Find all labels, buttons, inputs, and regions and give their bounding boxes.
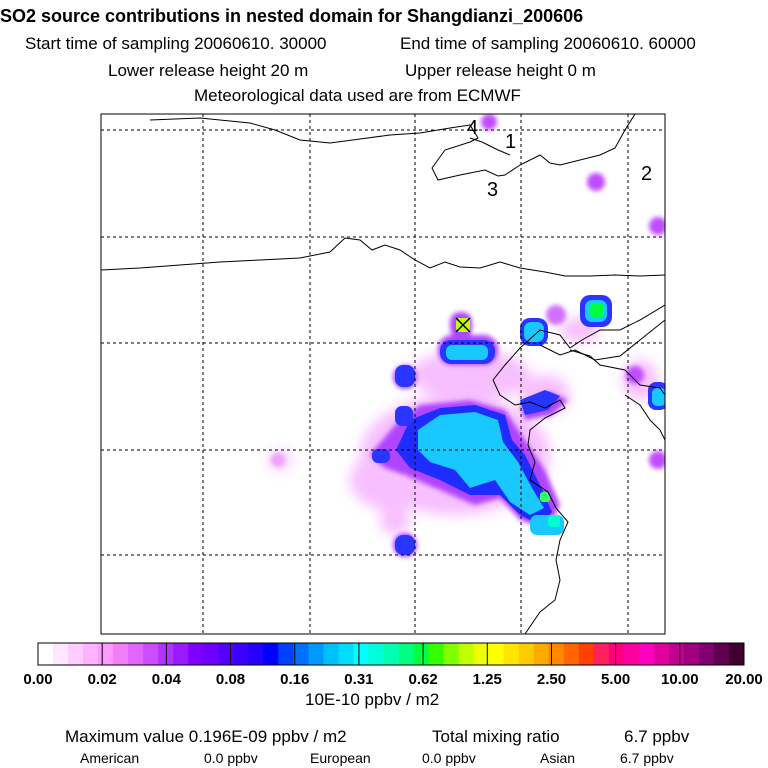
lat-lon-grid [101,114,665,634]
american-label: American [80,750,140,766]
colorbar-segment [458,643,475,665]
colorbar-segment [473,643,490,665]
colorbar-segment [143,643,159,665]
colorbar-tick-label: 0.16 [280,671,310,688]
colorbar-segment [623,643,640,665]
colorbar-segment [563,643,580,665]
colorbar-segment [38,643,54,665]
colorbar-segment [548,643,565,665]
colorbar-segment [518,643,535,665]
colorbar-segment [368,643,384,665]
colorbar-segment [488,643,505,665]
lower-release-label: Lower release height 20 m [108,61,309,80]
figure-title: SO2 source contributions in nested domai… [0,6,584,26]
colorbar-segment [578,643,595,665]
european-label: European [310,750,371,766]
map-plot-area: 4 1 3 2 [101,114,665,634]
region-label-2: 2 [641,163,652,185]
colorbar-tick-label: 0.62 [408,671,438,688]
colorbar-segment [428,643,444,665]
colorbar-segment [503,643,520,665]
colorbar [37,642,745,666]
colorbar-segment [263,643,279,665]
total-mixing-value: 6.7 ppbv [624,727,690,746]
colorbar-segment [413,643,429,665]
colorbar-tick-label: 1.25 [472,671,502,688]
colorbar-segment [698,643,715,665]
colorbar-segment [323,643,339,665]
european-value: 0.0 ppbv [422,750,476,766]
coastlines [101,114,665,634]
end-time-label: End time of sampling 20060610. 60000 [400,34,696,53]
colorbar-segment [218,643,234,665]
map-frame [100,113,666,635]
met-data-label: Meteorological data used are from ECMWF [194,86,521,105]
colorbar-tick-label: 20.00 [725,671,763,688]
colorbar-segment [173,643,189,665]
colorbar-segment [68,643,84,665]
colorbar-segment [278,643,294,665]
max-value-label: Maximum value 0.196E-09 ppbv / m2 [65,727,347,746]
colorbar-segment [713,643,730,665]
colorbar-segment [248,643,264,665]
colorbar-segment [203,643,219,665]
region-label-4: 4 [467,117,478,139]
colorbar-segment [638,643,655,665]
colorbar-segment [608,643,625,665]
colorbar-segment [653,643,670,665]
colorbar-tick-label: 2.50 [536,671,567,688]
colorbar-segment [383,643,399,665]
region-label-3: 3 [487,179,498,201]
colorbar-segment [98,643,114,665]
asian-value: 6.7 ppbv [620,750,674,766]
start-time-label: Start time of sampling 20060610. 30000 [25,34,327,53]
total-mixing-label: Total mixing ratio [432,727,560,746]
colorbar-tick-label: 0.31 [344,671,374,688]
colorbar-tick-label: 0.00 [23,671,53,688]
region-label-1: 1 [505,131,516,153]
colorbar-segment [113,643,129,665]
american-value: 0.0 ppbv [204,750,258,766]
colorbar-segment [83,643,99,665]
station-marker-x-cross-icon [455,317,471,333]
colorbar-segment [338,643,354,665]
colorbar-segment [533,643,550,665]
colorbar-segment [398,643,414,665]
colorbar-segment [593,643,610,665]
upper-release-label: Upper release height 0 m [405,61,596,80]
colorbar-segment [683,643,700,665]
colorbar-segment [188,643,204,665]
colorbar-segment [668,643,685,665]
colorbar-segment [293,643,309,665]
colorbar-tick-label: 5.00 [601,671,631,688]
colorbar-segment [353,643,369,665]
colorbar-segment [443,643,459,665]
colorbar-tick-label: 0.08 [215,671,246,688]
colorbar-unit-label: 10E-10 ppbv / m2 [305,690,440,709]
colorbar-segment [233,643,249,665]
colorbar-tick-label: 0.02 [87,671,117,688]
colorbar-segment [728,643,745,665]
colorbar-tick-label: 0.04 [151,671,181,688]
colorbar-segment [308,643,324,665]
colorbar-segment [53,643,69,665]
colorbar-tick-label: 10.00 [661,671,699,688]
asian-label: Asian [540,750,576,766]
colorbar-segment [128,643,144,665]
